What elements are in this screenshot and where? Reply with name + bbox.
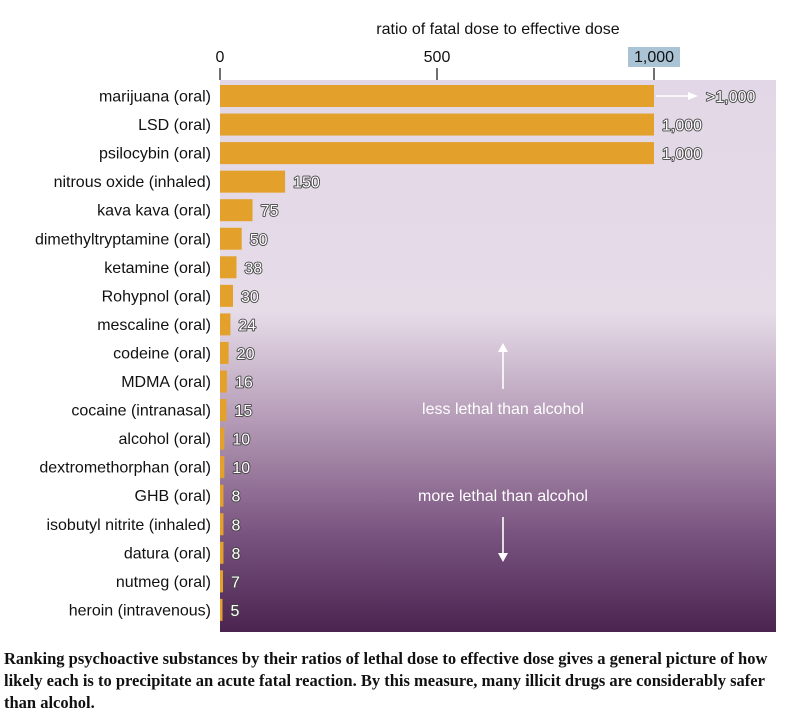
category-label: dextromethorphan (oral)	[39, 460, 211, 477]
less-lethal-label: less lethal than alcohol	[422, 401, 584, 418]
bar	[220, 341, 229, 364]
category-label: MDMA (oral)	[121, 374, 211, 391]
bar	[220, 313, 231, 336]
value-label: 75	[261, 203, 279, 220]
category-label: dimethyltryptamine (oral)	[35, 231, 211, 248]
bar	[220, 541, 224, 564]
bar	[220, 370, 227, 393]
more-lethal-label: more lethal than alcohol	[418, 488, 588, 505]
value-label: 24	[238, 317, 256, 334]
value-label: >1,000	[706, 89, 755, 106]
bar-chart: ratio of fatal dose to effective dose 0 5…	[35, 21, 776, 632]
value-label: 38	[244, 260, 262, 277]
value-label: 50	[250, 232, 268, 249]
value-label: 8	[231, 489, 240, 506]
lethality-annotations: less lethal than alcohol more lethal tha…	[418, 343, 588, 562]
category-label: Rohypnol (oral)	[102, 288, 211, 305]
value-label: 20	[237, 346, 255, 363]
value-label: 1,000	[662, 146, 702, 163]
category-label: LSD (oral)	[138, 117, 211, 134]
category-label: mescaline (oral)	[97, 317, 211, 334]
plot-background	[220, 80, 776, 632]
bar	[220, 399, 227, 422]
value-label: 150	[293, 175, 320, 192]
bar	[220, 113, 654, 136]
category-label: nutmeg (oral)	[116, 574, 211, 591]
value-label: 8	[231, 546, 240, 563]
down-arrow-icon	[498, 553, 508, 562]
category-label: datura (oral)	[124, 545, 211, 562]
bar	[220, 199, 253, 222]
bar	[220, 427, 225, 450]
value-label: 30	[241, 289, 259, 306]
category-label: nitrous oxide (inhaled)	[54, 174, 211, 191]
bar	[220, 142, 654, 165]
value-label: 8	[231, 517, 240, 534]
category-label: marijuana (oral)	[99, 89, 211, 106]
category-label: kava kava (oral)	[97, 203, 211, 220]
category-label: codeine (oral)	[113, 345, 211, 362]
value-label: 1,000	[662, 118, 702, 135]
value-label: 5	[231, 603, 240, 620]
value-label: 10	[232, 460, 250, 477]
x-axis-title: ratio of fatal dose to effective dose	[376, 21, 620, 38]
category-label: psilocybin (oral)	[99, 146, 211, 163]
bar	[220, 227, 242, 250]
category-label: GHB (oral)	[135, 488, 211, 505]
category-label: isobutyl nitrite (inhaled)	[46, 517, 211, 534]
value-label: 7	[231, 574, 240, 591]
figure-caption: Ranking psychoactive substances by their…	[4, 649, 768, 712]
bar	[220, 85, 654, 107]
bar	[220, 284, 234, 307]
bar	[220, 484, 224, 507]
bar	[220, 513, 224, 536]
bar	[220, 456, 225, 479]
x-tick-label: 0	[216, 49, 225, 66]
bar	[220, 598, 223, 621]
category-label: cocaine (intranasal)	[71, 403, 211, 420]
bar	[220, 256, 237, 279]
category-label: ketamine (oral)	[104, 260, 211, 277]
value-label: 10	[232, 432, 250, 449]
value-label: 15	[235, 403, 253, 420]
bar	[220, 170, 286, 193]
up-arrow-icon	[498, 343, 508, 352]
x-tick-label: 500	[424, 49, 451, 66]
tick-highlight	[628, 47, 680, 67]
x-tick-label: 1,000	[634, 49, 674, 66]
right-arrow-icon	[688, 92, 698, 100]
category-label: heroin (intravenous)	[69, 602, 211, 619]
bar	[220, 570, 224, 593]
value-label: 16	[235, 375, 253, 392]
category-label: alcohol (oral)	[119, 431, 211, 448]
